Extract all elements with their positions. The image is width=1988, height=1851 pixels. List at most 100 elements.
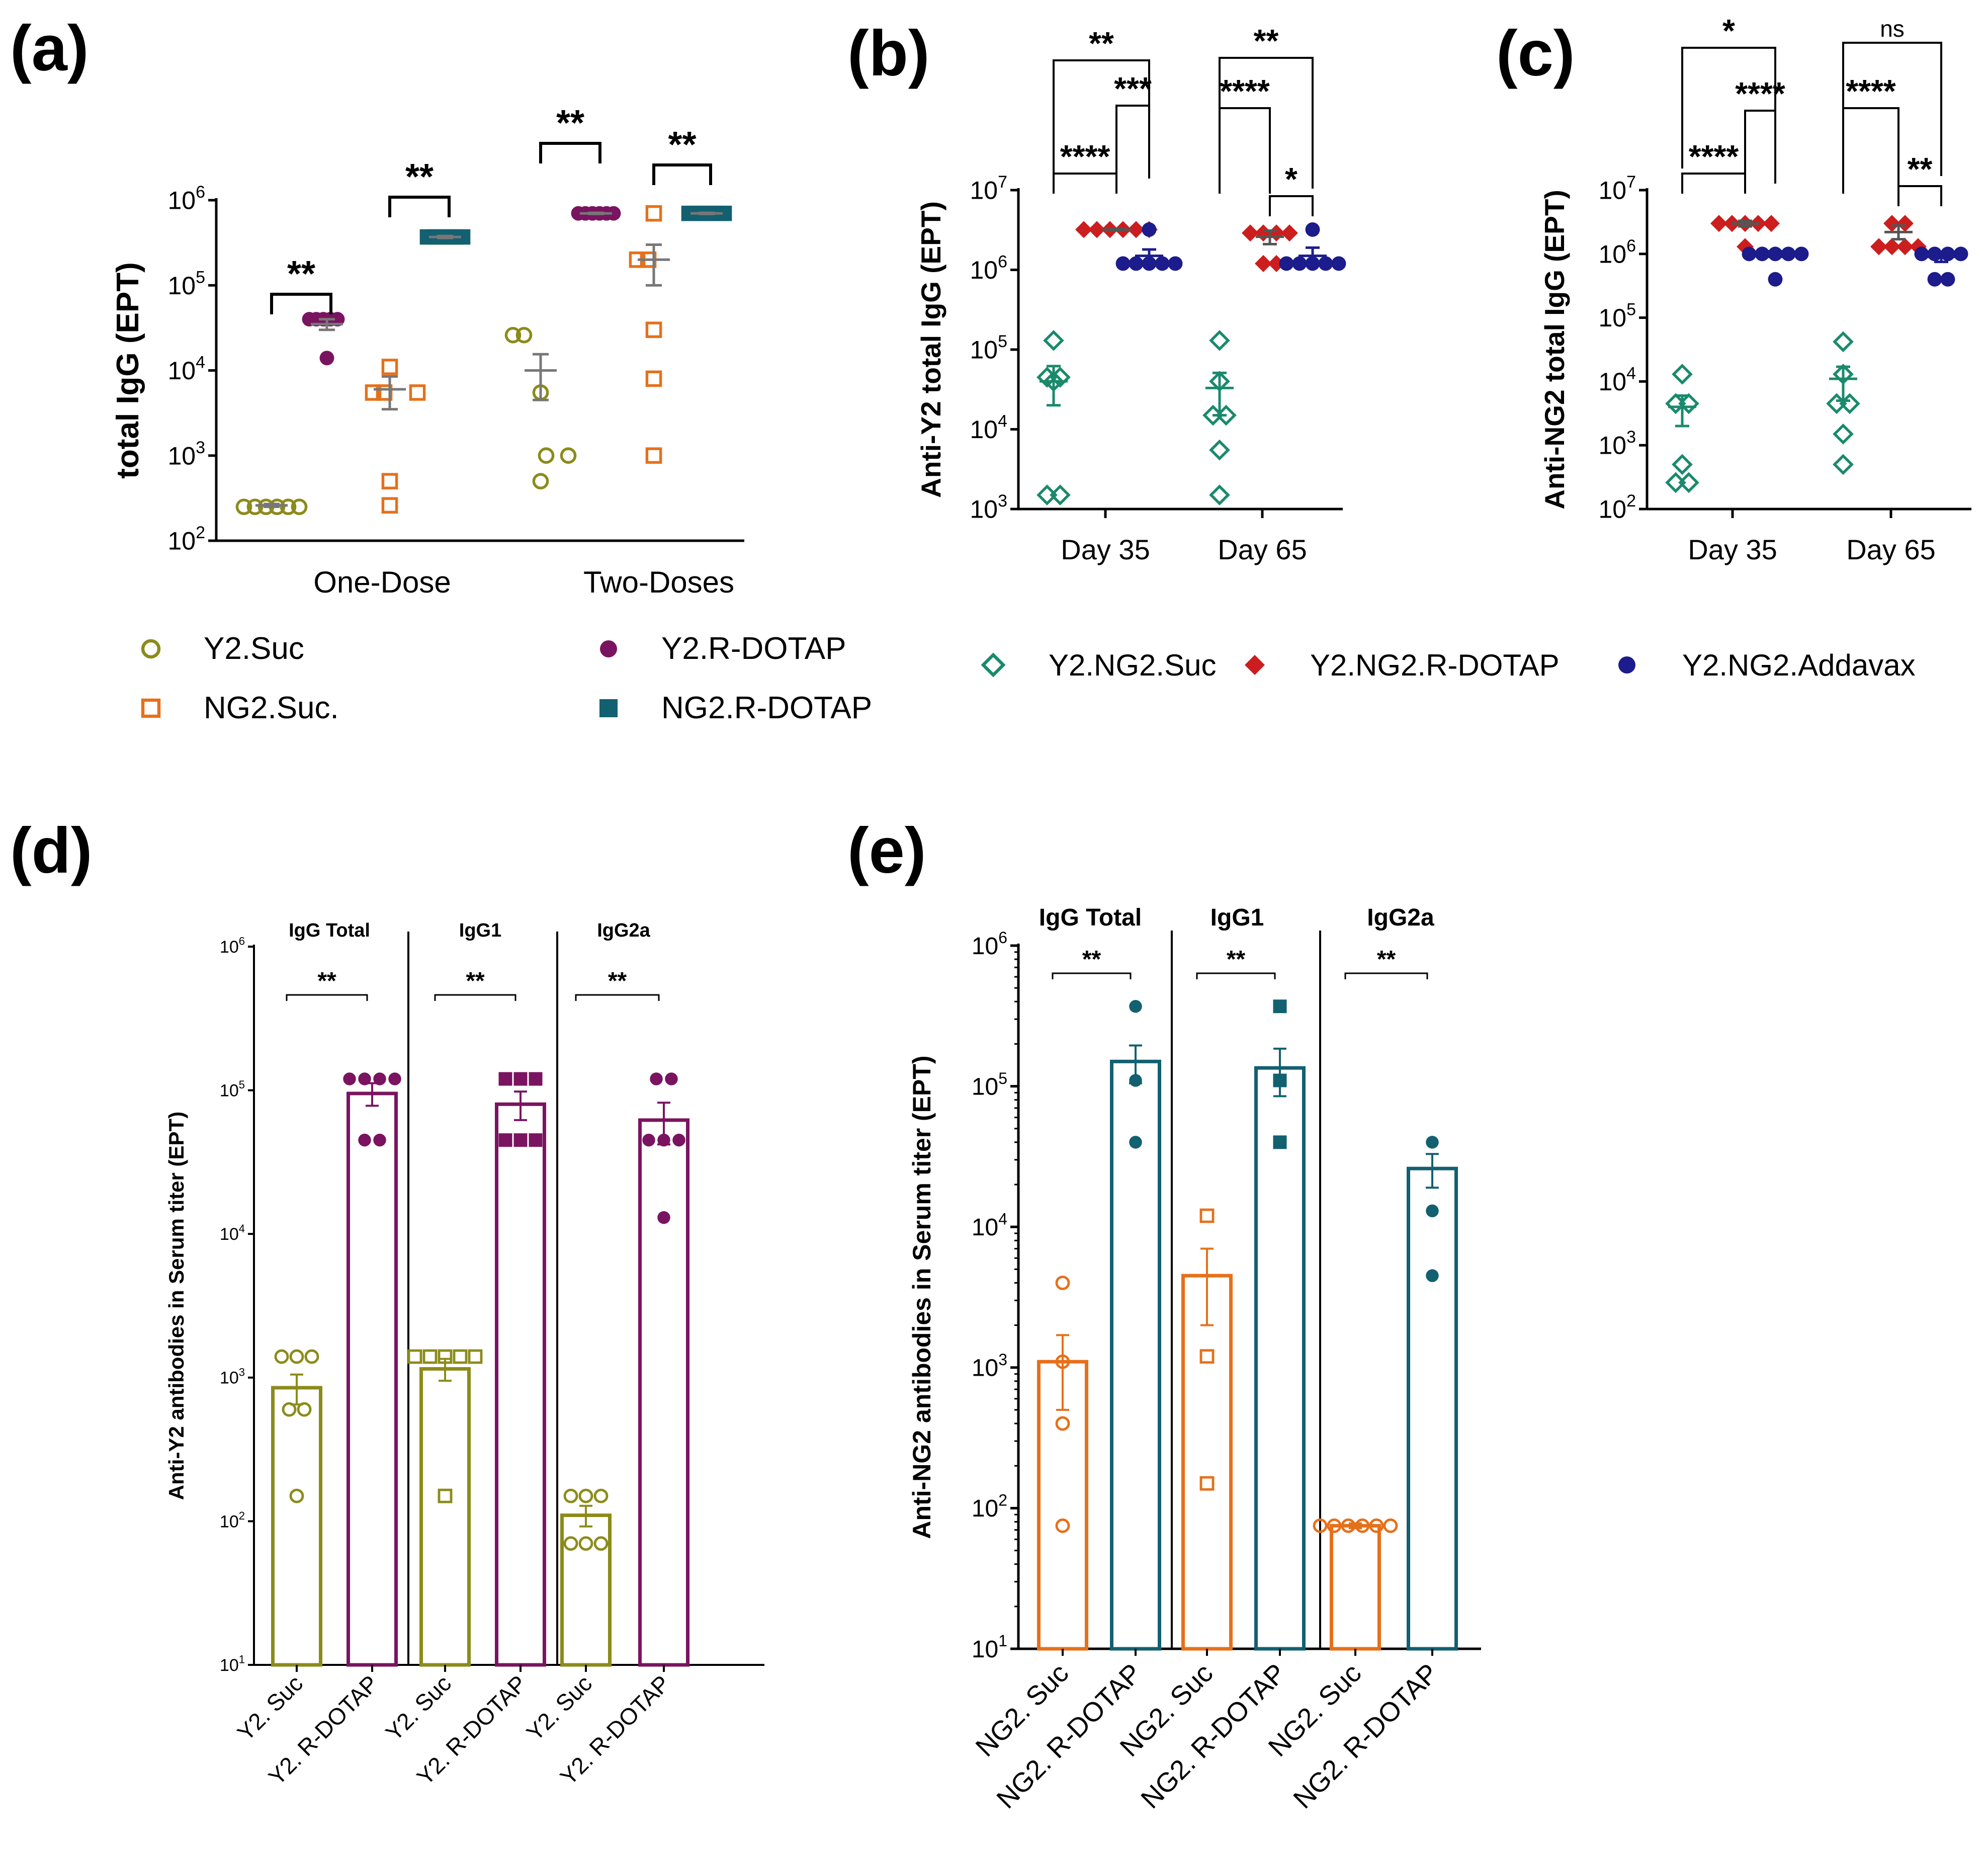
data-point bbox=[280, 498, 297, 515]
legend-marker bbox=[600, 640, 617, 657]
legend-label: Y2.NG2.Suc bbox=[1049, 648, 1217, 682]
significance-label: ** bbox=[1908, 151, 1933, 187]
data-point bbox=[650, 1072, 663, 1085]
significance-bracket bbox=[270, 293, 332, 314]
data-point bbox=[1305, 222, 1320, 237]
legend-label: Y2.R-DOTAP bbox=[661, 631, 846, 666]
legend-marker bbox=[1245, 655, 1265, 675]
significance-bracket bbox=[1052, 972, 1132, 979]
y-axis-label: Anti-Y2 antibodies in Serum titer (EPT) bbox=[164, 1112, 188, 1500]
data-point bbox=[578, 1488, 593, 1503]
x-category-label: One-Dose bbox=[313, 565, 451, 599]
data-point bbox=[645, 447, 662, 464]
data-point bbox=[513, 1072, 528, 1086]
y-axis-label: Anti-NG2 total IgG (EPT) bbox=[1539, 190, 1570, 510]
data-point bbox=[1129, 999, 1142, 1013]
x-category-label: Day 65 bbox=[1218, 534, 1307, 565]
legend-label: NG2.R-DOTAP bbox=[661, 691, 872, 725]
significance-label: ** bbox=[1377, 946, 1396, 973]
legend-marker bbox=[1618, 656, 1635, 674]
data-point bbox=[1209, 330, 1230, 351]
y-tick-label: 107 bbox=[1598, 173, 1636, 205]
data-point bbox=[1199, 1476, 1215, 1491]
panel-label-b: (b) bbox=[847, 18, 929, 90]
data-point bbox=[1327, 1518, 1342, 1533]
significance-bracket bbox=[1842, 42, 1942, 176]
data-point bbox=[1128, 221, 1145, 238]
data-point bbox=[1768, 272, 1783, 287]
data-point bbox=[1426, 1136, 1439, 1149]
data-point bbox=[657, 1211, 670, 1224]
x-category-label: Day 35 bbox=[1688, 534, 1777, 565]
y-tick-label: 101 bbox=[972, 1632, 1007, 1663]
data-point bbox=[1953, 246, 1968, 262]
legend-a: Y2.Suc Y2.R-DOTAP NG2.Suc. NG2.R-DOTAP bbox=[141, 631, 872, 725]
significance-bracket bbox=[1269, 195, 1314, 216]
data-point bbox=[1940, 246, 1955, 262]
legend-marker bbox=[141, 698, 161, 718]
y-tick-label: 103 bbox=[167, 438, 205, 470]
data-point bbox=[274, 1349, 289, 1364]
significance-bracket bbox=[1053, 59, 1150, 179]
significance-label: **** bbox=[1735, 75, 1785, 112]
data-point bbox=[1383, 1518, 1398, 1533]
data-point bbox=[1426, 1269, 1439, 1282]
data-point bbox=[1794, 246, 1809, 262]
y-axis-label: total IgG (EPT) bbox=[111, 262, 145, 479]
significance-label: ** bbox=[668, 125, 696, 165]
significance-bracket bbox=[286, 994, 368, 1001]
data-point bbox=[1129, 1136, 1142, 1149]
data-point bbox=[1279, 256, 1294, 271]
legend-label: Y2.NG2.R-DOTAP bbox=[1310, 648, 1560, 682]
data-point bbox=[578, 1536, 593, 1551]
legend-marker bbox=[599, 699, 618, 717]
significance-bracket bbox=[1897, 185, 1942, 206]
y-tick-label: 102 bbox=[167, 523, 205, 555]
significance-label: ** bbox=[287, 254, 315, 294]
bar bbox=[271, 1386, 322, 1667]
data-point bbox=[319, 351, 334, 366]
significance-label: ** bbox=[608, 968, 627, 994]
y-axis-label: Anti-NG2 antibodies in Serum titer (EPT) bbox=[908, 1055, 936, 1539]
data-point bbox=[606, 206, 621, 221]
significance-bracket bbox=[1842, 107, 1899, 194]
x-category-label: Y2. Suc bbox=[232, 1670, 308, 1746]
section-title: IgG Total bbox=[1039, 904, 1142, 931]
data-point bbox=[1050, 484, 1071, 506]
significance-bracket bbox=[388, 196, 451, 217]
y-tick-label: 102 bbox=[972, 1491, 1007, 1523]
data-point bbox=[1142, 222, 1157, 237]
significance-bracket bbox=[1744, 110, 1776, 184]
y-tick-label: 105 bbox=[220, 1078, 245, 1100]
data-point bbox=[381, 359, 398, 375]
significance-bracket bbox=[1344, 972, 1428, 979]
x-category-label: Two-Doses bbox=[583, 565, 734, 599]
y-tick-label: 106 bbox=[1598, 236, 1636, 269]
chart-a: 102 103 104 105 106 total IgG (EPT) ** ** ** ** On… bbox=[111, 103, 744, 599]
legend-marker bbox=[981, 652, 1006, 678]
data-point bbox=[498, 1072, 512, 1086]
data-point bbox=[1318, 256, 1333, 271]
data-point bbox=[1313, 1518, 1328, 1533]
legend-label: NG2.Suc. bbox=[204, 691, 339, 725]
y-tick-label: 103 bbox=[1598, 428, 1636, 460]
bar bbox=[638, 1118, 689, 1667]
x-category-label: NG2. R-DOTAP bbox=[1287, 1658, 1444, 1814]
data-point bbox=[343, 1072, 356, 1085]
y-tick-label: 104 bbox=[972, 1210, 1007, 1241]
significance-label: * bbox=[1722, 13, 1735, 49]
y-tick-label: 103 bbox=[970, 491, 1007, 524]
significance-label: ** bbox=[1254, 23, 1279, 59]
data-point bbox=[373, 1133, 386, 1147]
panel-label-c: (c) bbox=[1496, 18, 1575, 90]
data-point bbox=[1199, 1349, 1215, 1364]
x-category-label: Y2. Suc bbox=[380, 1670, 456, 1746]
y-tick-label: 104 bbox=[167, 353, 205, 385]
data-point bbox=[1292, 256, 1307, 271]
y-tick-label: 106 bbox=[220, 935, 245, 957]
data-point bbox=[1883, 215, 1900, 232]
data-point bbox=[1273, 1135, 1287, 1149]
data-point bbox=[1672, 454, 1693, 475]
chart-e: 101 102 103 104 105 106 Anti-NG2 antibodies in… bbox=[908, 904, 1481, 1814]
data-point bbox=[297, 1402, 312, 1417]
